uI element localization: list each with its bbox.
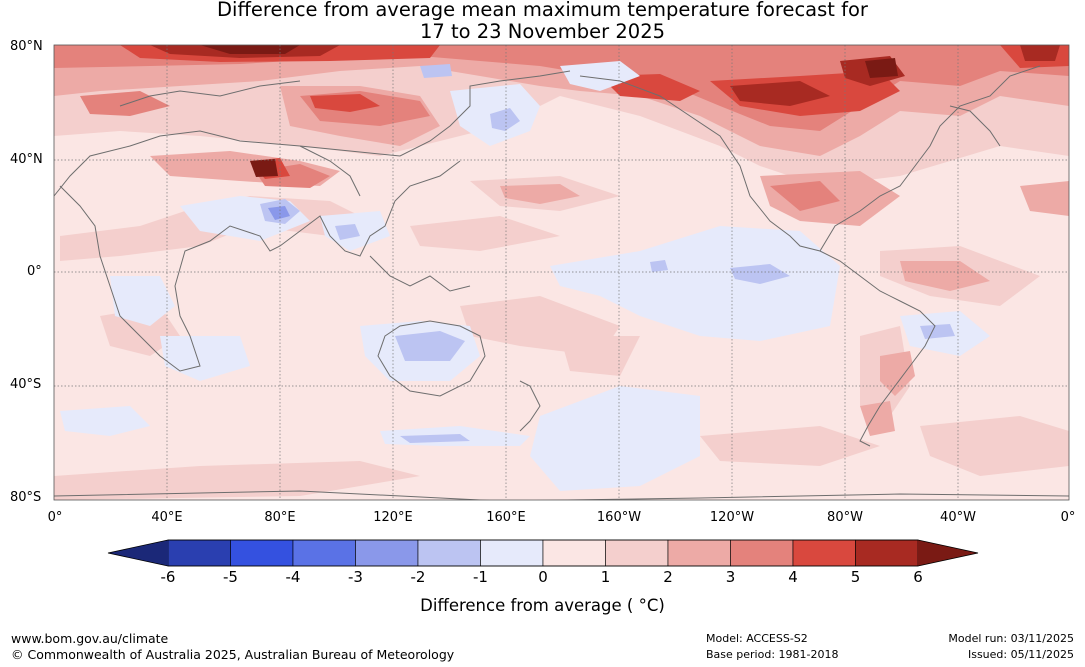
chart-title-line1: Difference from average mean maximum tem…: [217, 0, 868, 21]
graticule: [54, 45, 1069, 500]
colorbar-tick: 5: [850, 568, 861, 586]
colorbar-bin: [730, 539, 794, 567]
lat-label-80s: 80°S: [10, 490, 42, 505]
anomaly-band-minus1-to-minus2: [260, 64, 955, 443]
colorbar-low-extension: [108, 540, 168, 566]
anomaly-band-above-6: [200, 45, 898, 177]
map-frame: [53, 44, 1070, 501]
coastlines: [54, 65, 1069, 500]
colorbar-bin: [292, 539, 356, 567]
colorbar-high-extension: [918, 540, 978, 566]
colorbar-bin: [542, 539, 606, 567]
colorbar-tick: 1: [600, 568, 611, 586]
colorbar-label: Difference from average ( °C): [420, 596, 665, 615]
lon-label-160e: 160°E: [486, 510, 526, 525]
colorbar-tick: 0: [538, 568, 548, 586]
colorbar-tick: 4: [788, 568, 798, 586]
chart-title-line2: 17 to 23 November 2025: [419, 20, 666, 43]
lon-label-120w: 120°W: [709, 510, 755, 525]
colorbar: [107, 539, 979, 567]
footer-issued: Issued: 05/11/2025: [967, 648, 1074, 661]
anomaly-band-minus2-to-minus3: [268, 206, 290, 220]
lon-label-40e: 40°E: [151, 510, 183, 525]
colorbar-tick: -5: [223, 568, 238, 586]
footer-website[interactable]: www.bom.gov.au/climate: [11, 631, 169, 646]
colorbar-bin: [605, 539, 669, 567]
colorbar-bin: [417, 539, 481, 567]
lat-label-40s: 40°S: [10, 377, 42, 392]
lon-label-40w: 40°W: [940, 510, 976, 525]
colorbar-bin: [480, 539, 544, 567]
lon-label-160w: 160°W: [596, 510, 642, 525]
colorbar-tick: 6: [913, 568, 923, 586]
colorbar-bin: [230, 539, 294, 567]
colorbar-tick: 3: [725, 568, 736, 586]
colorbar-tick: -3: [348, 568, 363, 586]
lat-label-equator: 0°: [27, 264, 42, 279]
colorbar-tick: 2: [663, 568, 673, 586]
colorbar-tick: -1: [473, 568, 488, 586]
lon-label-120e: 120°E: [373, 510, 413, 525]
colorbar-tick: -2: [410, 568, 426, 586]
colorbar-bin: [855, 539, 919, 567]
lat-label-40n: 40°N: [10, 152, 43, 167]
colorbar-bin: [167, 539, 231, 567]
footer-model: Model: ACCESS-S2: [706, 632, 808, 645]
lon-label-80w: 80°W: [827, 510, 863, 525]
colorbar-bin: [355, 539, 419, 567]
lon-label-80e: 80°E: [264, 510, 296, 525]
lon-label-0-right: 0°: [1060, 510, 1076, 525]
anomaly-map: [53, 44, 1070, 501]
lon-label-0-left: 0°: [47, 510, 63, 525]
colorbar-bin: [667, 539, 731, 567]
lat-label-80n: 80°N: [10, 39, 43, 54]
colorbar-tick: -4: [285, 568, 301, 586]
footer-copyright: © Commonwealth of Australia 2025, Austra…: [11, 647, 455, 662]
colorbar-tick: -6: [160, 568, 176, 586]
colorbar-bin: [792, 539, 856, 567]
footer-base-period: Base period: 1981-2018: [706, 648, 839, 661]
footer-model-run: Model run: 03/11/2025: [948, 632, 1074, 645]
